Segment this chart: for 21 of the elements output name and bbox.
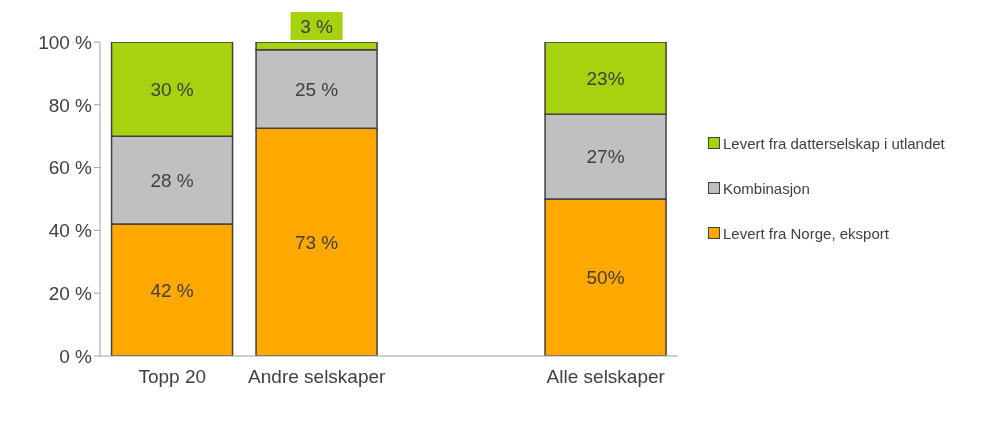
y-tick-label: 40 % [48, 220, 93, 242]
y-tick-label: 80 % [48, 94, 93, 116]
legend-label: Kombinasjon [723, 179, 810, 197]
x-tick-label: Andre selskaper [248, 366, 387, 388]
y-tick-label: 60 % [48, 157, 93, 179]
legend-label: Levert fra Norge, eksport [723, 224, 889, 242]
data-label: 30 % [150, 78, 194, 100]
legend-label: Levert fra datterselskap i utlandet [723, 134, 945, 152]
x-tick-label: Topp 20 [138, 366, 207, 388]
y-tick-label: 20 % [48, 282, 93, 304]
data-label: 42 % [150, 279, 194, 301]
data-label: 23% [586, 67, 625, 89]
x-tick-label: Alle selskaper [546, 366, 666, 388]
data-label: 28 % [150, 169, 194, 191]
data-label: 50% [586, 267, 625, 288]
data-label: 73 % [294, 231, 339, 253]
y-tick-label: 0 % [59, 345, 93, 367]
data-label: 25 % [294, 78, 339, 100]
data-label: 3 % [300, 15, 334, 37]
data-label: 27% [586, 146, 625, 168]
y-tick-label: 100 % [38, 31, 93, 53]
